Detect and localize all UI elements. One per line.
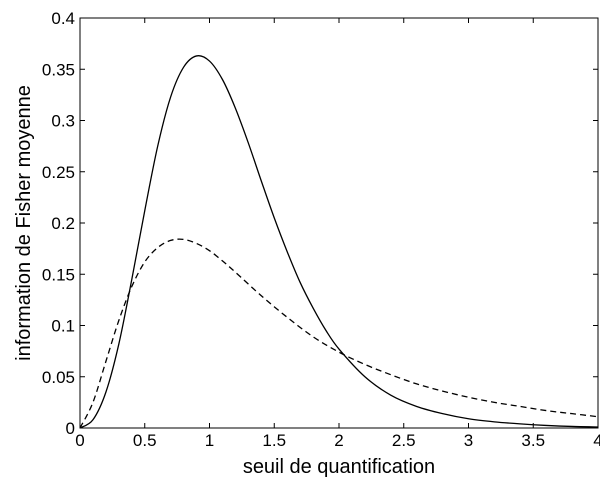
x-tick-label: 3 bbox=[464, 431, 473, 450]
x-tick-label: 3.5 bbox=[521, 431, 545, 450]
y-tick-label: 0.15 bbox=[42, 265, 75, 284]
y-tick-label: 0.05 bbox=[42, 368, 75, 387]
y-axis-label: information de Fisher moyenne bbox=[13, 85, 35, 361]
dashed-curve bbox=[79, 238, 599, 429]
curves-layer bbox=[79, 55, 599, 429]
y-tick-label: 0.1 bbox=[51, 317, 75, 336]
x-tick-label: 4 bbox=[593, 431, 600, 450]
y-tick-label: 0.35 bbox=[42, 60, 75, 79]
y-tick-label: 0.3 bbox=[51, 112, 75, 131]
x-axis-label: seuil de quantification bbox=[243, 456, 435, 478]
solid-curve bbox=[79, 55, 599, 429]
y-tick-label: 0.2 bbox=[51, 214, 75, 233]
x-tick-label: 0.5 bbox=[133, 431, 157, 450]
y-tick-label: 0.25 bbox=[42, 163, 75, 182]
y-axis-ticks: 0 0.05 0.1 0.15 0.2 0.25 0.3 0.35 0.4 bbox=[42, 9, 598, 438]
x-axis-ticks: 0 0.5 1 1.5 2 2.5 3 3.5 4 bbox=[75, 18, 600, 450]
x-tick-label: 2.5 bbox=[392, 431, 416, 450]
x-tick-label: 1.5 bbox=[262, 431, 286, 450]
x-tick-label: 2 bbox=[334, 431, 343, 450]
y-tick-label: 0 bbox=[66, 419, 75, 438]
x-tick-label: 1 bbox=[205, 431, 214, 450]
x-tick-label: 0 bbox=[75, 431, 84, 450]
plot-frame bbox=[79, 17, 599, 429]
y-tick-label: 0.4 bbox=[51, 9, 75, 28]
